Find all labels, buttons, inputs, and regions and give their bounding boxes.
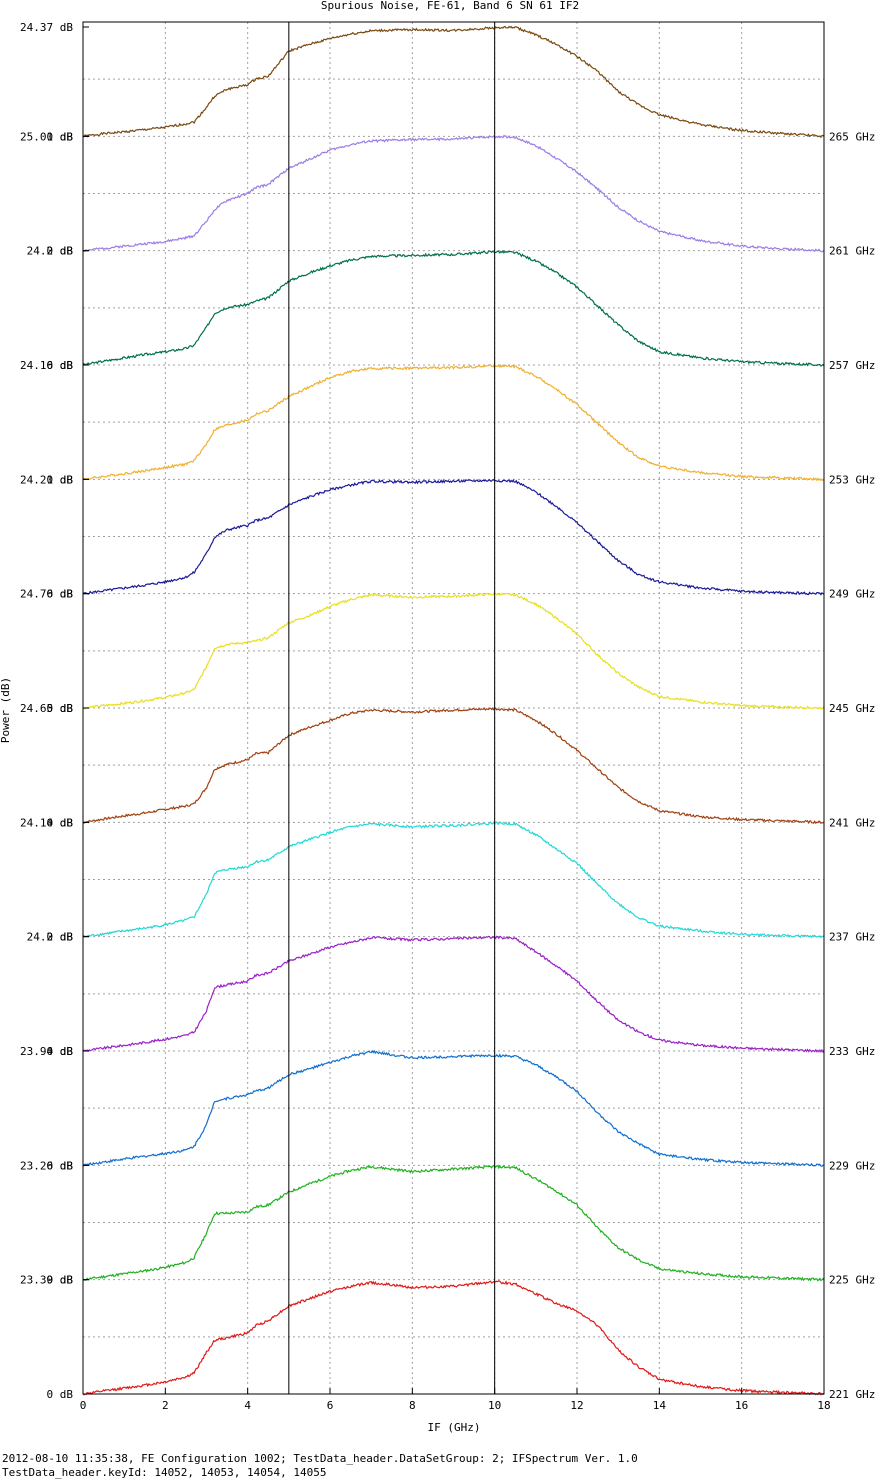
series-line — [82, 364, 825, 482]
series-line — [82, 1049, 824, 1167]
x-tick-label: 6 — [327, 1399, 334, 1412]
series-top-label: 23.39 dB — [20, 1274, 73, 1287]
series-name-label: 265 GHz — [829, 130, 875, 143]
series-zero-label: 0 dB — [47, 702, 74, 715]
x-tick-label: 10 — [488, 1399, 501, 1412]
series-zero-label: 0 dB — [47, 245, 74, 258]
series-line — [82, 1164, 825, 1282]
series-line — [82, 479, 825, 596]
series-name-label: 233 GHz — [829, 1045, 875, 1058]
series-zero-label: 0 dB — [47, 1045, 74, 1058]
x-tick-label: 8 — [409, 1399, 416, 1412]
series-name-label: 253 GHz — [829, 473, 875, 486]
series-zero-label: 0 dB — [47, 816, 74, 829]
series-zero-label: 0 dB — [47, 1274, 74, 1287]
y-axis-label: Power (dB) — [0, 677, 12, 743]
series-name-label: 257 GHz — [829, 359, 875, 372]
series-line — [82, 25, 825, 139]
series-zero-label: 0 dB — [47, 931, 74, 944]
series-top-label: 24.2 dB — [27, 245, 74, 258]
series-zero-label: 0 dB — [47, 359, 74, 372]
chart-title: Spurious Noise, FE-61, Band 6 SN 61 IF2 — [321, 0, 579, 12]
series-zero-label: 0 dB — [47, 588, 74, 601]
series-name-label: 237 GHz — [829, 931, 875, 944]
x-tick-label: 14 — [653, 1399, 667, 1412]
series-zero-label: 0 dB — [47, 130, 74, 143]
series-top-label: 24.65 dB — [20, 702, 73, 715]
series-lines — [82, 25, 825, 1396]
x-tick-label: 12 — [570, 1399, 583, 1412]
series-line — [82, 821, 825, 939]
series-line — [82, 249, 825, 367]
x-tick-label: 2 — [162, 1399, 169, 1412]
series-line — [82, 935, 825, 1054]
x-tick-label: 18 — [817, 1399, 830, 1412]
vertical-markers — [288, 22, 496, 1394]
series-line — [82, 707, 825, 825]
x-axis-label: IF (GHz) — [428, 1421, 481, 1434]
footer-line-1: 2012-08-10 11:35:38, FE Configuration 10… — [2, 1452, 638, 1465]
series-top-label: 23.26 dB — [20, 1159, 73, 1172]
series-zero-label: 0 dB — [47, 1388, 74, 1401]
series-top-label: 24.76 dB — [20, 588, 73, 601]
series-top-label: 25.01 dB — [20, 130, 73, 143]
series-name-label: 249 GHz — [829, 588, 875, 601]
x-tick-label: 16 — [735, 1399, 748, 1412]
series-name-label: 229 GHz — [829, 1159, 875, 1172]
series-name-label: 225 GHz — [829, 1274, 875, 1287]
series-top-label: 24.16 dB — [20, 359, 73, 372]
spurious-noise-chart: Spurious Noise, FE-61, Band 6 SN 61 IF2 … — [0, 0, 875, 1434]
series-name-label: 241 GHz — [829, 816, 875, 829]
x-tick-label: 4 — [244, 1399, 251, 1412]
series-name-label: 221 GHz — [829, 1388, 875, 1401]
series-top-label: 23.94 dB — [20, 1045, 73, 1058]
x-tick-label: 0 — [80, 1399, 87, 1412]
series-line — [82, 592, 825, 710]
series-top-label: 24.37 dB — [20, 21, 73, 34]
series-name-label: 245 GHz — [829, 702, 875, 715]
series-top-label: 24.2 dB — [27, 931, 74, 944]
series-zero-label: 0 dB — [47, 1159, 74, 1172]
grid — [83, 22, 824, 1394]
series-name-label: 261 GHz — [829, 245, 875, 258]
series-top-label: 24.14 dB — [20, 816, 73, 829]
series-top-label: 24.21 dB — [20, 473, 73, 486]
series-zero-label: 0 dB — [47, 473, 74, 486]
footer-line-2: TestData_header.keyId: 14052, 14053, 140… — [2, 1466, 327, 1479]
series-line — [82, 1280, 825, 1396]
series-line — [82, 134, 825, 253]
